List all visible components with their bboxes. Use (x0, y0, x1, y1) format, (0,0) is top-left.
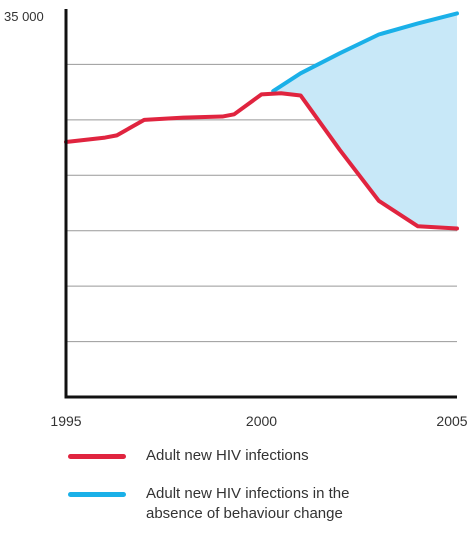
legend: Adult new HIV infections Adult new HIV i… (68, 446, 448, 542)
x-tick-labels: 1995 2000 2005 (50, 413, 467, 429)
series-line-no-behaviour-change (271, 11, 459, 94)
line-chart: 35 000 1995 2000 2005 (4, 9, 468, 429)
legend-swatch-blue (68, 492, 126, 497)
legend-label: Adult new HIV infections (146, 446, 309, 466)
series-line-adult-new-hiv (64, 91, 459, 231)
x-tick-label: 1995 (50, 413, 81, 429)
legend-swatch-red (68, 454, 126, 459)
legend-label-line: Adult new HIV infections in the (146, 485, 350, 502)
legend-item-no-behaviour-change: Adult new HIV infections in the absence … (68, 484, 448, 524)
y-tick-label: 35 000 (4, 9, 44, 24)
series-lines (64, 11, 459, 231)
gap-shaded-area (273, 13, 457, 229)
x-tick-label: 2005 (436, 413, 467, 429)
legend-label-line: absence of behaviour change (146, 505, 343, 522)
x-tick-label: 2000 (246, 413, 277, 429)
legend-label-line: Adult new HIV infections (146, 447, 309, 464)
legend-label: Adult new HIV infections in the absence … (146, 484, 349, 524)
legend-item-adult-new-hiv: Adult new HIV infections (68, 446, 448, 466)
